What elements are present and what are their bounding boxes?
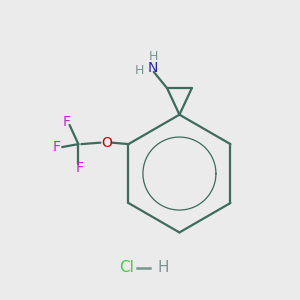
Text: F: F bbox=[76, 161, 84, 175]
Text: N: N bbox=[147, 61, 158, 75]
Text: H: H bbox=[158, 260, 169, 275]
Text: H: H bbox=[148, 50, 158, 63]
Text: F: F bbox=[52, 140, 60, 154]
Text: O: O bbox=[101, 136, 112, 150]
Text: H: H bbox=[134, 64, 144, 77]
Text: F: F bbox=[63, 115, 70, 129]
Text: Cl: Cl bbox=[119, 260, 134, 275]
